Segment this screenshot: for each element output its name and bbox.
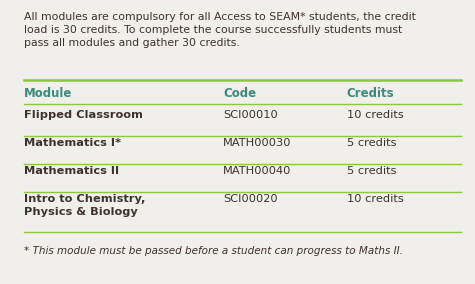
Text: Module: Module [24, 87, 72, 100]
Text: MATH00030: MATH00030 [223, 138, 292, 148]
Text: SCI00020: SCI00020 [223, 194, 278, 204]
Text: load is 30 credits. To complete the course successfully students must: load is 30 credits. To complete the cour… [24, 25, 402, 35]
Text: 10 credits: 10 credits [347, 110, 403, 120]
Text: 5 credits: 5 credits [347, 138, 396, 148]
Text: * This module must be passed before a student can progress to Maths II.: * This module must be passed before a st… [24, 246, 403, 256]
Text: MATH00040: MATH00040 [223, 166, 292, 176]
Text: Intro to Chemistry,
Physics & Biology: Intro to Chemistry, Physics & Biology [24, 194, 145, 217]
Text: All modules are compulsory for all Access to SEAM* students, the credit: All modules are compulsory for all Acces… [24, 12, 416, 22]
Text: Flipped Classroom: Flipped Classroom [24, 110, 142, 120]
Text: Credits: Credits [347, 87, 394, 100]
Text: Mathematics II: Mathematics II [24, 166, 119, 176]
Text: 5 credits: 5 credits [347, 166, 396, 176]
Text: Code: Code [223, 87, 256, 100]
Text: Mathematics I*: Mathematics I* [24, 138, 121, 148]
Text: pass all modules and gather 30 credits.: pass all modules and gather 30 credits. [24, 38, 239, 48]
Text: SCI00010: SCI00010 [223, 110, 278, 120]
Text: 10 credits: 10 credits [347, 194, 403, 204]
